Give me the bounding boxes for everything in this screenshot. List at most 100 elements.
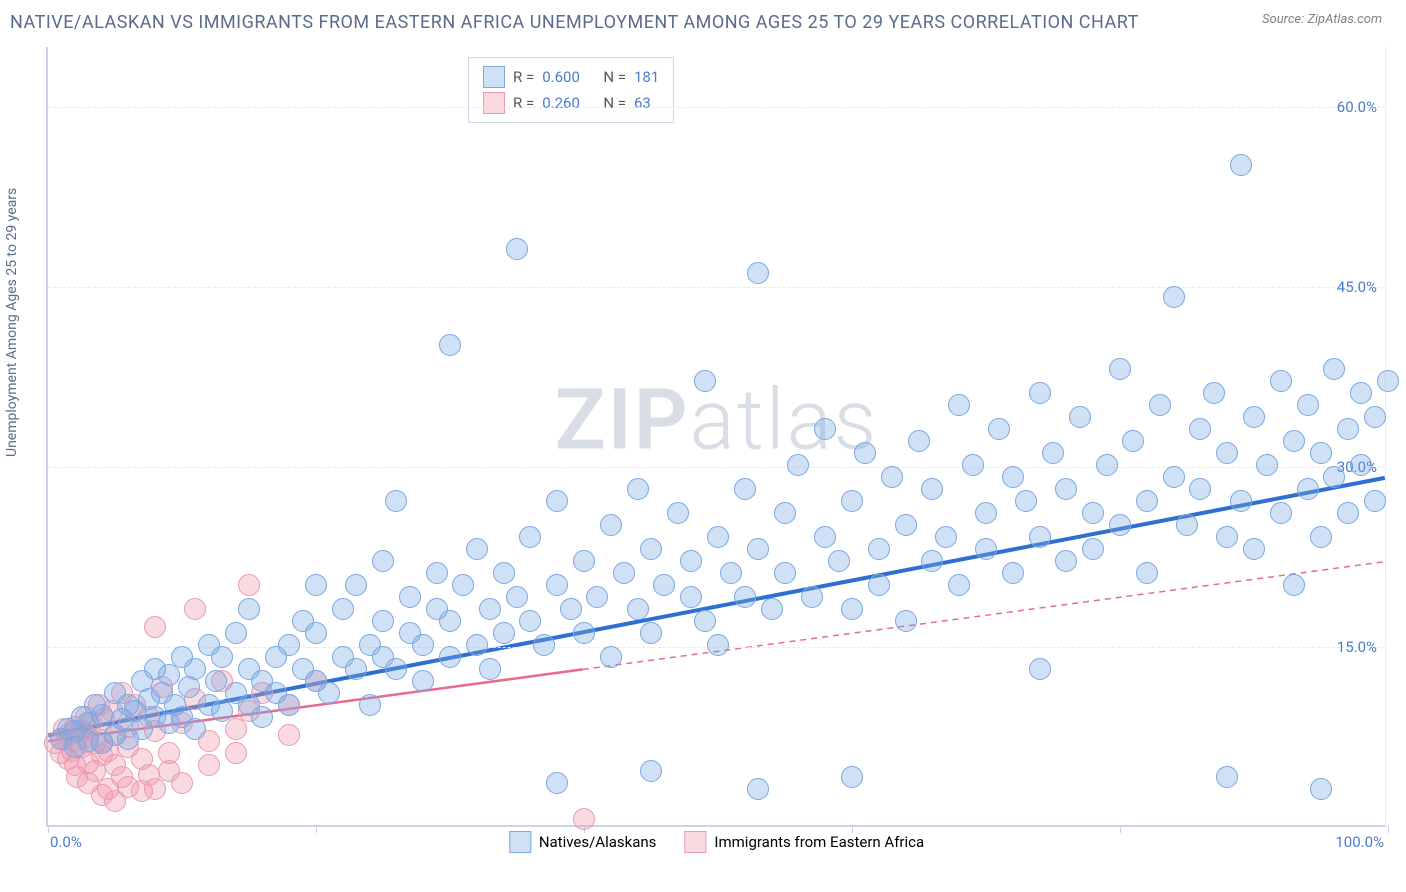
- data-point-natives: [948, 394, 970, 416]
- data-point-natives: [1082, 502, 1104, 524]
- data-point-immigrants: [198, 754, 220, 776]
- data-point-natives: [439, 646, 461, 668]
- data-point-natives: [158, 664, 180, 686]
- data-point-natives: [747, 538, 769, 560]
- data-point-natives: [1109, 514, 1131, 536]
- data-point-natives: [1189, 478, 1211, 500]
- data-point-natives: [774, 562, 796, 584]
- x-tick: [48, 825, 49, 833]
- data-point-natives: [1109, 358, 1131, 380]
- data-point-natives: [1203, 382, 1225, 404]
- data-point-natives: [225, 622, 247, 644]
- data-point-natives: [908, 430, 930, 452]
- data-point-natives: [1055, 478, 1077, 500]
- data-point-natives: [814, 418, 836, 440]
- data-point-natives: [399, 586, 421, 608]
- data-point-natives: [935, 526, 957, 548]
- series-legend: Natives/Alaskans Immigrants from Eastern…: [509, 831, 924, 853]
- data-point-natives: [774, 502, 796, 524]
- data-point-natives: [506, 238, 528, 260]
- data-point-natives: [305, 622, 327, 644]
- data-point-natives: [841, 766, 863, 788]
- data-point-natives: [1136, 562, 1158, 584]
- data-point-natives: [426, 562, 448, 584]
- data-point-natives: [466, 634, 488, 656]
- data-point-natives: [1216, 442, 1238, 464]
- data-point-natives: [251, 706, 273, 728]
- chart-container: Unemployment Among Ages 25 to 29 years Z…: [0, 37, 1406, 857]
- data-point-natives: [1230, 490, 1252, 512]
- data-point-natives: [948, 574, 970, 596]
- data-point-natives: [184, 658, 206, 680]
- data-point-natives: [1364, 490, 1386, 512]
- data-point-natives: [1029, 382, 1051, 404]
- data-point-natives: [1055, 550, 1077, 572]
- data-point-natives: [519, 610, 541, 632]
- data-point-natives: [205, 670, 227, 692]
- data-point-natives: [493, 562, 515, 584]
- data-point-natives: [653, 574, 675, 596]
- data-point-natives: [345, 574, 367, 596]
- stats-legend: R = 0.600 N = 181 R = 0.260 N = 63: [468, 57, 674, 123]
- data-point-natives: [720, 562, 742, 584]
- data-point-natives: [211, 646, 233, 668]
- data-point-natives: [1029, 526, 1051, 548]
- data-point-natives: [1149, 394, 1171, 416]
- data-point-immigrants: [171, 772, 193, 794]
- stats-legend-row-immigrants: R = 0.260 N = 63: [483, 90, 659, 116]
- gridline: [48, 467, 1385, 468]
- x-tick: [852, 825, 853, 833]
- data-point-natives: [921, 478, 943, 500]
- source-credit: Source: ZipAtlas.com: [1262, 12, 1382, 27]
- data-point-natives: [747, 262, 769, 284]
- data-point-natives: [868, 538, 890, 560]
- data-point-natives: [385, 490, 407, 512]
- data-point-natives: [238, 598, 260, 620]
- data-point-natives: [895, 610, 917, 632]
- gridline: [48, 107, 1385, 108]
- data-point-natives: [841, 598, 863, 620]
- legend-swatch-natives: [483, 66, 505, 88]
- data-point-natives: [506, 586, 528, 608]
- data-point-natives: [707, 526, 729, 548]
- data-point-natives: [439, 334, 461, 356]
- data-point-natives: [1002, 562, 1024, 584]
- data-point-natives: [1297, 394, 1319, 416]
- data-point-natives: [828, 550, 850, 572]
- data-point-natives: [1230, 154, 1252, 176]
- data-point-natives: [600, 514, 622, 536]
- data-point-natives: [586, 586, 608, 608]
- data-point-natives: [841, 490, 863, 512]
- data-point-natives: [1270, 370, 1292, 392]
- data-point-natives: [1256, 454, 1278, 476]
- data-point-immigrants: [144, 778, 166, 800]
- data-point-natives: [1270, 502, 1292, 524]
- data-point-natives: [640, 538, 662, 560]
- data-point-immigrants: [238, 574, 260, 596]
- data-point-natives: [814, 526, 836, 548]
- data-point-natives: [975, 538, 997, 560]
- data-point-natives: [332, 598, 354, 620]
- data-point-natives: [546, 490, 568, 512]
- data-point-natives: [640, 622, 662, 644]
- data-point-natives: [452, 574, 474, 596]
- data-point-natives: [1297, 478, 1319, 500]
- data-point-immigrants: [278, 724, 300, 746]
- y-tick-label: 45.0%: [1337, 278, 1377, 296]
- data-point-natives: [466, 538, 488, 560]
- x-tick: [1120, 825, 1121, 833]
- data-point-natives: [560, 598, 582, 620]
- data-point-natives: [1377, 370, 1399, 392]
- data-point-natives: [962, 454, 984, 476]
- data-point-natives: [1002, 466, 1024, 488]
- data-point-immigrants: [225, 718, 247, 740]
- data-point-natives: [1243, 406, 1265, 428]
- data-point-natives: [1216, 526, 1238, 548]
- data-point-natives: [519, 526, 541, 548]
- data-point-natives: [680, 586, 702, 608]
- data-point-natives: [412, 670, 434, 692]
- data-point-natives: [1069, 406, 1091, 428]
- title-bar: NATIVE/ALASKAN VS IMMIGRANTS FROM EASTER…: [0, 0, 1406, 37]
- data-point-natives: [680, 550, 702, 572]
- data-point-natives: [91, 704, 113, 726]
